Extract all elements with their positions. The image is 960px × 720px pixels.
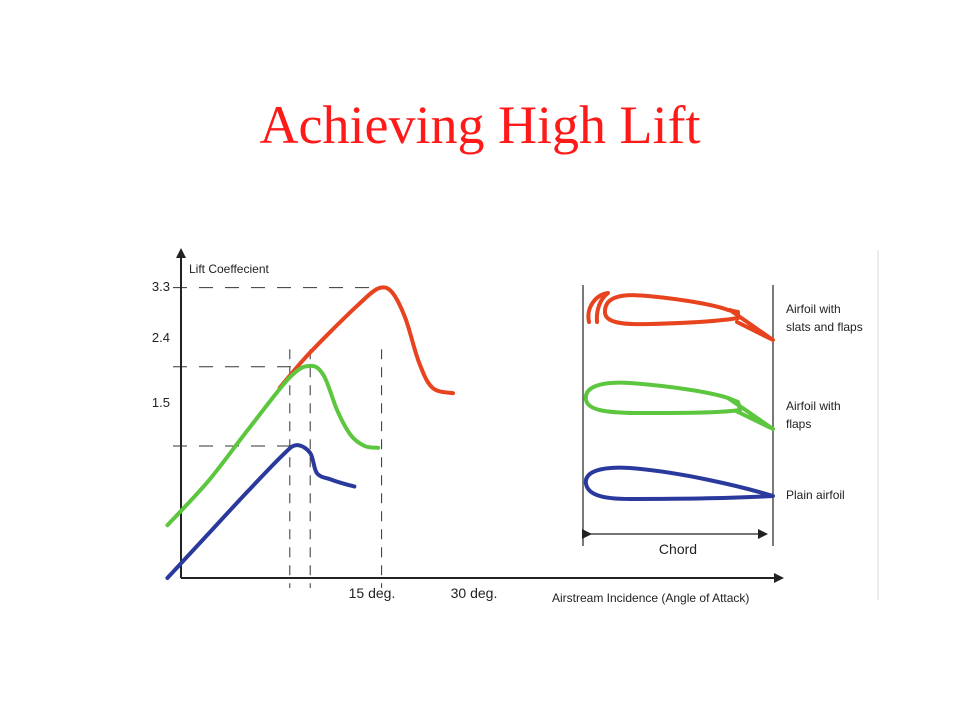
series-line-flaps	[165, 363, 381, 528]
y-tick-label-2-4: 2.4	[152, 330, 170, 345]
label-line: slats and flaps	[786, 320, 863, 334]
main-airfoil-body	[583, 380, 742, 415]
x-tick-label-30: 30 deg.	[451, 585, 498, 601]
main-airfoil-body	[603, 293, 740, 327]
label-line: Airfoil with	[786, 302, 841, 316]
flap-shape	[726, 396, 775, 431]
flap-shape	[728, 308, 775, 342]
x-tick-label-15: 15 deg.	[349, 585, 396, 601]
x-axis-title: Airstream Incidence (Angle of Attack)	[552, 591, 749, 605]
slide-title: Achieving High Lift	[259, 95, 701, 155]
y-tick-label-3-3: 3.3	[152, 279, 170, 294]
label-line: Plain airfoil	[786, 488, 845, 502]
label-plain: Plain airfoil	[786, 488, 845, 502]
y-tick-label-1-5: 1.5	[152, 395, 170, 410]
series-line-slats-and-flaps	[277, 285, 455, 396]
label-flaps: Airfoil with flaps	[786, 399, 844, 431]
airfoil-slats-and-flaps	[586, 291, 775, 342]
series-lines	[165, 285, 455, 580]
label-line: Airfoil with	[786, 399, 841, 413]
y-axis-title: Lift Coeffecient	[189, 262, 269, 276]
guide-lines	[173, 287, 383, 588]
airfoil-plain	[583, 465, 775, 501]
airfoil-diagram-panel: Chord Airfoil with slats and flaps Airfo…	[582, 285, 863, 557]
series-line-plain	[165, 443, 357, 580]
label-slats-and-flaps: Airfoil with slats and flaps	[786, 302, 863, 334]
airfoil-flaps	[583, 380, 775, 431]
slat-shape	[586, 291, 610, 324]
label-line: flaps	[786, 417, 811, 431]
main-airfoil-body	[583, 465, 775, 501]
chord-label: Chord	[659, 541, 697, 557]
